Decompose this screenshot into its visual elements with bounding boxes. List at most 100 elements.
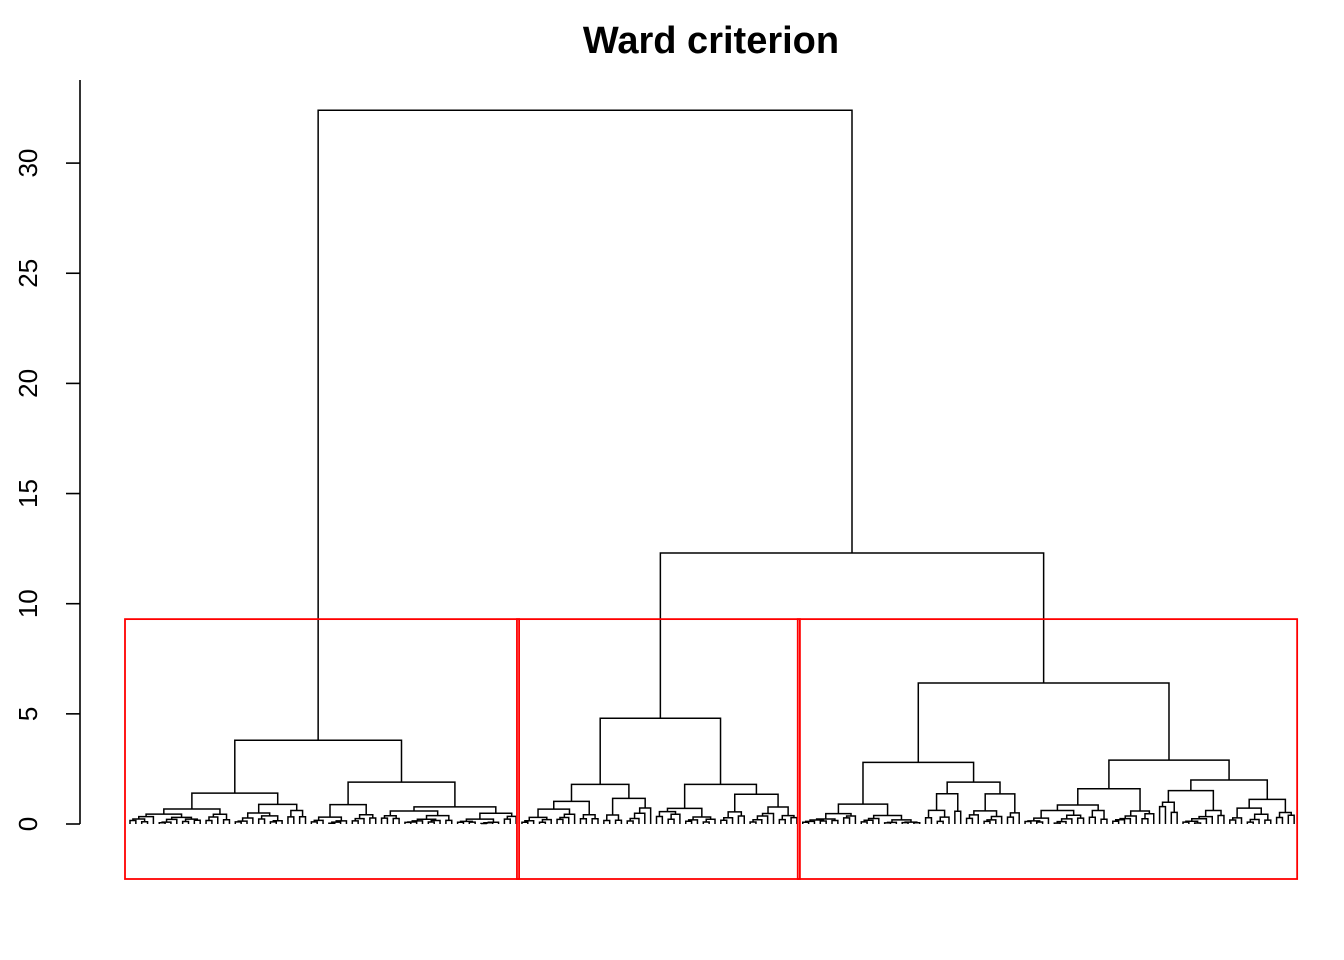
dendrogram-link (946, 781, 1001, 794)
dendrogram-link (606, 814, 620, 821)
dendrogram-link (659, 552, 1045, 719)
dendrogram-link (1287, 814, 1295, 824)
dendrogram-link (1236, 807, 1262, 818)
dendrogram-link (445, 819, 453, 824)
dendrogram-link (269, 821, 277, 824)
dendrogram-link (181, 820, 190, 824)
dendrogram-link (559, 816, 570, 824)
dendrogram-link (468, 821, 476, 824)
dendrogram-link (556, 818, 564, 824)
y-tick-label: 15 (13, 479, 43, 508)
dendrogram-link (655, 815, 664, 824)
dendrogram-link (579, 818, 588, 824)
dendrogram-link (1170, 811, 1178, 824)
dendrogram-link (720, 819, 728, 824)
dendrogram-link (234, 821, 242, 824)
dendrogram-link (1076, 817, 1085, 824)
y-tick-label: 0 (13, 817, 43, 831)
dendrogram-link (965, 817, 974, 824)
dendrogram-link (702, 821, 710, 824)
dendrogram-link (257, 818, 266, 824)
dendrogram-link (626, 820, 634, 824)
dendrogram-link (935, 792, 959, 812)
dendrogram-link (1264, 819, 1272, 824)
dendrogram-link (936, 820, 944, 824)
dendrogram-link (380, 817, 389, 824)
dendrogram-link (666, 807, 703, 817)
dendrogram-link (667, 818, 675, 824)
dendrogram-link (1198, 815, 1213, 824)
dendrogram-link (503, 818, 511, 824)
dendrogram-link (683, 783, 758, 809)
dendrogram-link (831, 819, 839, 824)
dendrogram-link (1248, 798, 1287, 813)
cluster-box (124, 618, 521, 880)
y-tick-label: 25 (13, 259, 43, 288)
dendrogram-link (331, 821, 342, 824)
dendrogram-link (1246, 821, 1254, 824)
dendrogram-link (1141, 818, 1149, 824)
dendrogram-link (1009, 812, 1020, 824)
dendrogram-link (1193, 822, 1202, 824)
dendrogram-link (193, 819, 201, 824)
dendrogram-link (939, 816, 950, 824)
dendrogram-link (1185, 820, 1199, 823)
dendrogram-link (427, 821, 435, 824)
dendrogram-link (234, 739, 403, 794)
dendrogram-link (351, 820, 359, 824)
dendrogram-link (1040, 809, 1075, 819)
dendrogram-link (819, 820, 827, 824)
dendrogram-link (1158, 805, 1167, 824)
dendrogram-link (990, 815, 1003, 824)
y-tick-label: 20 (13, 369, 43, 398)
dendrogram-link (411, 820, 424, 824)
dendrogram-link (983, 820, 991, 824)
dendrogram-link (191, 792, 279, 809)
dendrogram-link (973, 810, 998, 817)
dendrogram-link (506, 815, 517, 824)
y-axis: 0 5 10 15 20 25 30 (13, 80, 81, 831)
dendrogram-link (392, 817, 400, 824)
dendrogram-link (1036, 821, 1044, 824)
dendrogram-link (205, 819, 213, 824)
y-tick-label: 10 (13, 589, 43, 618)
dendrogram-link (290, 809, 304, 817)
dendrogram-link (246, 812, 271, 819)
dendrogram-link (705, 818, 716, 824)
dendrogram-link (1088, 816, 1096, 824)
dendrogram-link (924, 816, 933, 824)
dendrogram-link (165, 818, 178, 824)
dendrogram-link (723, 817, 734, 824)
dendrogram-link (1056, 804, 1099, 811)
dendrogram-link (825, 812, 852, 820)
dendrogram-link (749, 821, 757, 824)
dendrogram-link (335, 820, 348, 824)
cluster-box (796, 618, 1299, 880)
dendrogram-link (413, 806, 497, 814)
dendrogram-link (1275, 816, 1284, 824)
chart-title: Ward criterion (583, 20, 839, 62)
dendrogram-link (1108, 759, 1230, 789)
dendrogram-link (287, 816, 295, 824)
cluster-boxes (124, 618, 1299, 880)
dendrogram-link (208, 816, 219, 824)
dendrogram-link (1024, 820, 1032, 824)
dendrogram-link (138, 815, 155, 824)
dendrogram-link (658, 810, 677, 817)
dendrogram-link (863, 819, 874, 824)
dendrogram-link (633, 812, 646, 824)
dendrogram-link (369, 817, 377, 824)
dendrogram-link (842, 817, 851, 824)
dendrogram-link (347, 781, 456, 807)
dendrogram-link (1161, 801, 1175, 813)
dendrogram-link (310, 821, 318, 824)
dendrogram-link (685, 820, 693, 824)
dendrogram-link (317, 109, 853, 741)
dendrogram-link (487, 821, 500, 824)
dendrogram-link (389, 810, 439, 816)
dendrogram-link (272, 820, 283, 824)
dendrogram-link (778, 818, 786, 824)
y-tick-label: 30 (13, 149, 43, 178)
dendrogram-link (767, 806, 789, 816)
